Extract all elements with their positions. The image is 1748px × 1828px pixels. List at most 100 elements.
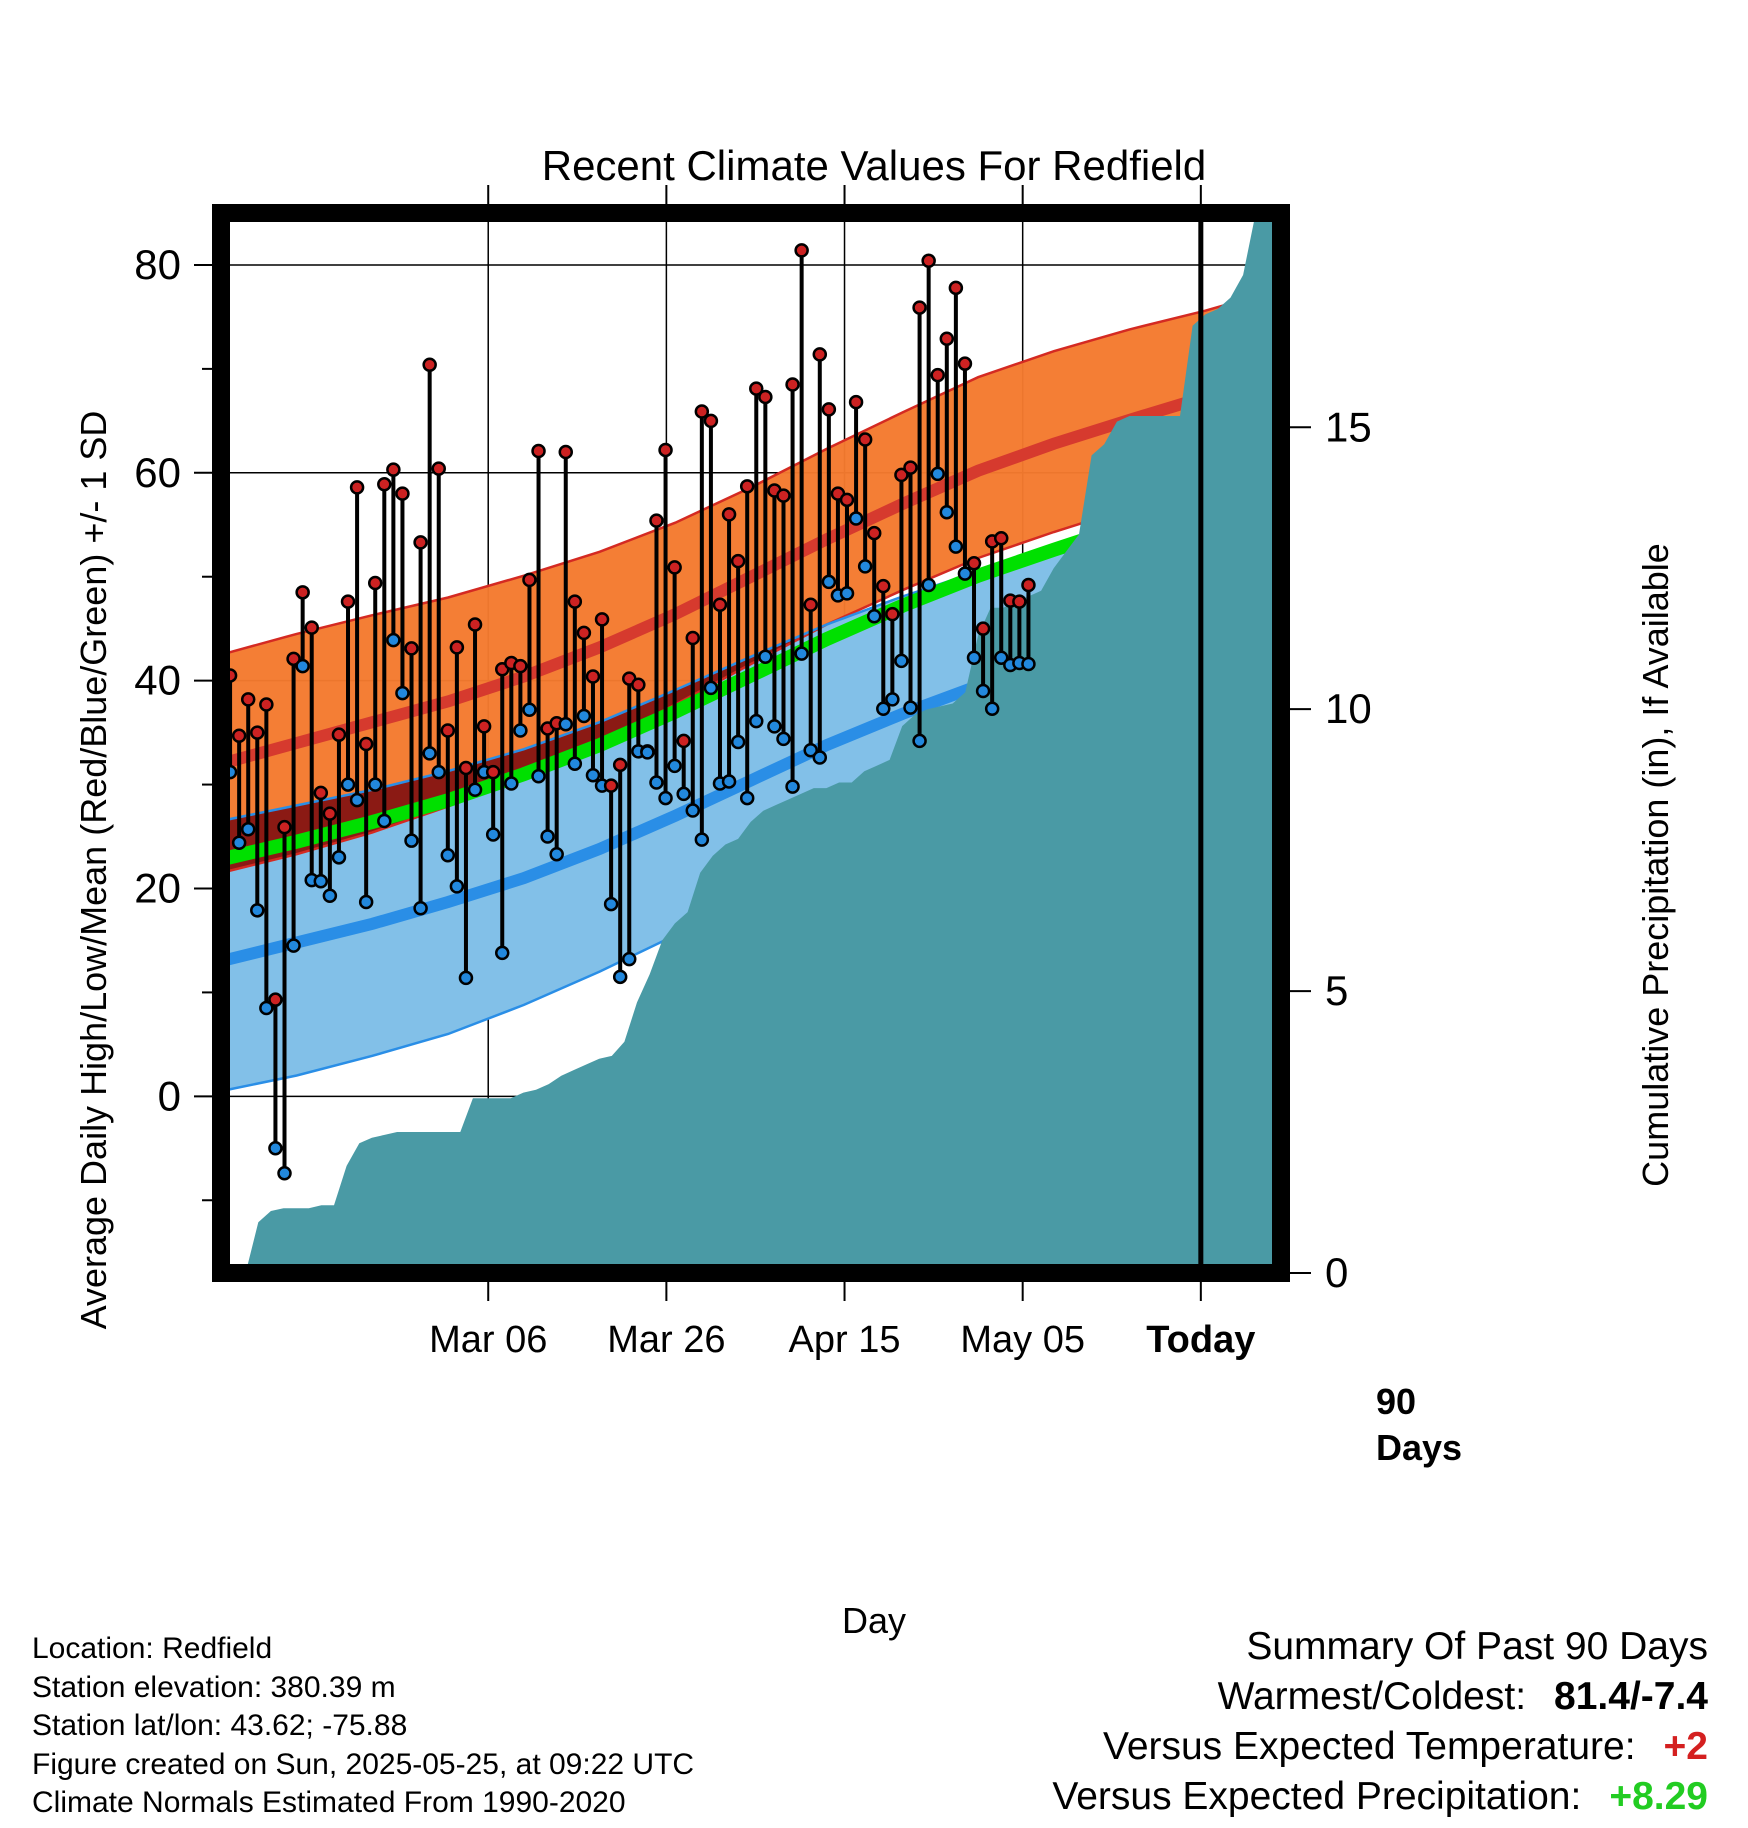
- high-point-38: [558, 444, 574, 460]
- high-point-23: [422, 357, 437, 372]
- high-point-52: [685, 630, 701, 646]
- temperature-value: +2: [1663, 1725, 1708, 1768]
- high-point-49: [658, 442, 673, 458]
- high-point-25: [440, 723, 456, 738]
- warm-cold-value: 81.4/-7.4: [1554, 1675, 1708, 1718]
- observations: [213, 243, 1036, 1181]
- high-point-43: [603, 778, 619, 793]
- x-tick-label-1: Mar 06: [429, 1319, 547, 1361]
- low-point-52: [685, 803, 701, 818]
- low-point-50: [667, 758, 682, 774]
- created-text: Figure created on Sun, 2025-05-25, at 09…: [32, 1747, 695, 1781]
- y2-tick-label-5: 5: [1325, 967, 1348, 1014]
- high-point-19: [386, 462, 401, 477]
- low-point-47: [640, 745, 655, 760]
- high-point-10: [304, 620, 319, 635]
- high-point-42: [594, 612, 610, 627]
- high-point-29: [476, 719, 492, 734]
- high-point-74: [885, 606, 900, 622]
- high-point-79: [930, 367, 945, 383]
- high-point-60: [758, 389, 773, 405]
- low-point-89: [1021, 656, 1036, 672]
- high-point-13: [331, 727, 347, 742]
- station-info: Location: Redfield Station elevation: 38…: [32, 1630, 694, 1823]
- low-point-78: [921, 577, 936, 593]
- high-point-3: [240, 692, 256, 707]
- y2-tick-label-0: 0: [1325, 1249, 1348, 1296]
- high-point-67: [821, 402, 837, 417]
- high-point-81: [948, 280, 964, 296]
- low-point-84: [975, 683, 991, 699]
- low-point-38: [558, 717, 574, 732]
- low-point-39: [567, 756, 583, 772]
- low-point-53: [694, 832, 710, 847]
- high-point-11: [313, 785, 329, 801]
- low-point-57: [730, 734, 746, 750]
- high-point-40: [576, 625, 592, 641]
- low-point-7: [277, 1165, 292, 1181]
- y-tick-label-40: 40: [134, 657, 181, 704]
- low-point-31: [494, 945, 510, 961]
- high-point-55: [712, 597, 728, 613]
- today-marker-label-line1: 90: [1376, 1381, 1416, 1422]
- low-point-54: [703, 680, 719, 696]
- high-point-69: [839, 492, 855, 508]
- x-axis-label: Day: [842, 1600, 906, 1641]
- high-point-77: [912, 300, 927, 315]
- high-point-80: [939, 331, 955, 346]
- high-point-30: [485, 764, 501, 780]
- low-point-74: [885, 692, 900, 707]
- high-point-6: [268, 992, 283, 1007]
- high-point-12: [322, 806, 338, 821]
- high-point-20: [395, 486, 410, 501]
- low-point-16: [358, 894, 374, 910]
- high-point-58: [739, 479, 755, 494]
- low-point-65: [803, 743, 818, 758]
- x-tick-label-2: Mar 26: [607, 1319, 725, 1361]
- y2-tick-label-10: 10: [1325, 685, 1372, 732]
- high-point-28: [467, 617, 483, 632]
- low-point-80: [939, 505, 955, 520]
- low-point-40: [576, 708, 592, 724]
- low-point-30: [485, 827, 501, 842]
- low-point-12: [322, 888, 338, 904]
- high-point-73: [876, 578, 891, 594]
- elevation-text: Station elevation: 380.39 m: [32, 1670, 396, 1704]
- high-point-14: [340, 594, 356, 609]
- summary-temperature: Versus Expected Temperature: +2: [1052, 1722, 1708, 1772]
- low-point-61: [767, 719, 782, 734]
- high-point-53: [694, 404, 710, 419]
- low-point-6: [268, 1141, 283, 1156]
- low-point-14: [340, 777, 356, 792]
- high-point-56: [721, 507, 737, 522]
- x-tick-label-4: May 05: [960, 1319, 1085, 1361]
- high-point-33: [513, 658, 528, 674]
- high-point-51: [676, 733, 691, 749]
- low-point-3: [240, 822, 256, 837]
- low-point-8: [286, 938, 301, 953]
- plot-frame: [212, 204, 1290, 1282]
- low-point-44: [612, 969, 628, 985]
- low-point-76: [903, 700, 918, 715]
- high-point-50: [667, 560, 682, 575]
- low-point-49: [658, 790, 673, 806]
- low-point-4: [250, 903, 265, 918]
- low-point-35: [531, 769, 546, 784]
- low-point-17: [367, 777, 383, 792]
- low-point-64: [794, 646, 809, 661]
- low-point-83: [966, 650, 982, 666]
- latlon-text: Station lat/lon: 43.62; -75.88: [32, 1709, 408, 1742]
- high-point-48: [649, 513, 664, 528]
- high-point-78: [921, 253, 936, 269]
- low-point-69: [839, 586, 855, 601]
- y2-axis-label: Cumulative Precipitation (in), If Availa…: [1635, 543, 1676, 1187]
- low-point-9: [295, 658, 310, 674]
- high-point-18: [377, 476, 392, 492]
- high-point-9: [295, 585, 310, 600]
- low-point-43: [603, 896, 619, 912]
- low-point-25: [440, 847, 456, 863]
- high-point-7: [277, 819, 292, 835]
- normal-high-line: [219, 368, 1283, 770]
- low-point-79: [930, 466, 945, 482]
